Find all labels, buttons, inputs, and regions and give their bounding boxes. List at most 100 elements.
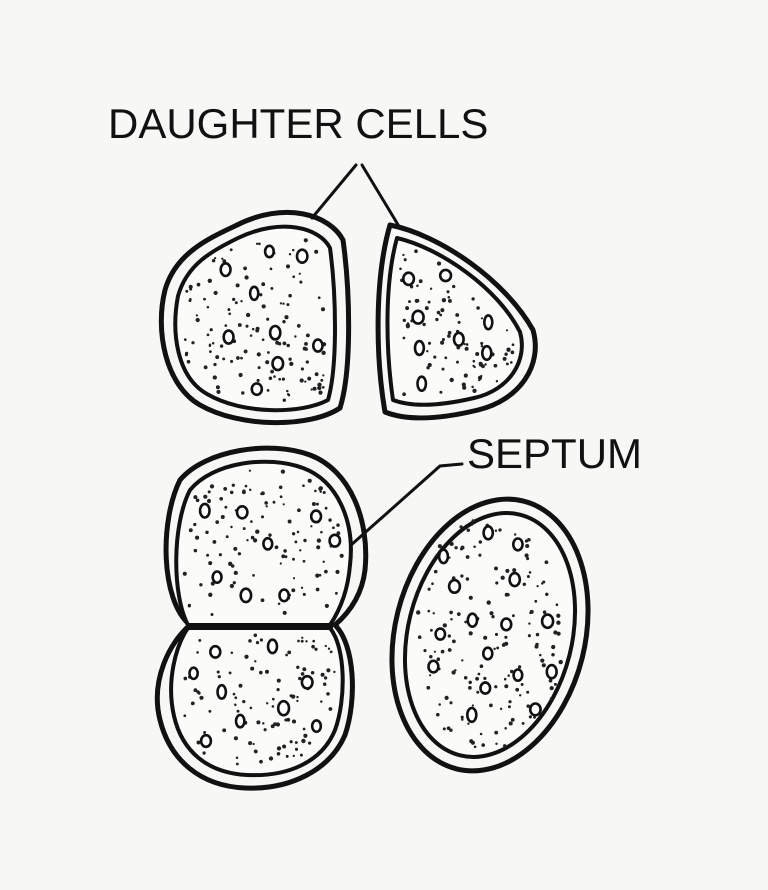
granule <box>298 676 302 681</box>
granule <box>312 386 317 391</box>
granule <box>289 361 294 367</box>
vacuole <box>480 344 493 362</box>
granule <box>193 548 198 553</box>
granule <box>507 674 510 677</box>
granule <box>307 376 312 381</box>
granule <box>320 530 323 534</box>
granule <box>524 553 529 558</box>
granule <box>291 719 297 724</box>
granule <box>234 703 237 706</box>
granule <box>480 374 483 378</box>
granule <box>188 528 193 533</box>
granule <box>287 650 292 655</box>
granule <box>446 290 450 294</box>
vacuoles <box>188 244 558 749</box>
granule <box>282 398 286 402</box>
granule <box>444 356 448 360</box>
granule <box>414 249 418 253</box>
granule <box>294 747 299 751</box>
granule <box>236 356 240 360</box>
granule <box>206 333 210 337</box>
granule <box>244 275 249 280</box>
granule <box>240 300 243 303</box>
granule <box>489 611 494 616</box>
granule <box>299 549 302 552</box>
vacuole <box>262 536 274 551</box>
vacuole <box>528 702 542 717</box>
granule <box>429 654 433 659</box>
granule <box>333 670 336 674</box>
granule <box>270 286 274 290</box>
granule <box>252 538 258 543</box>
granule <box>256 352 261 357</box>
granule <box>281 554 286 559</box>
granule <box>286 303 290 307</box>
granule <box>314 372 319 377</box>
granule <box>275 340 280 345</box>
granule <box>432 612 435 615</box>
granule <box>526 704 530 708</box>
granule <box>317 296 321 300</box>
granule <box>510 669 514 674</box>
granule <box>252 574 255 577</box>
granule <box>471 385 474 389</box>
granule <box>199 695 204 700</box>
granule <box>292 754 295 758</box>
vacuole <box>545 663 558 680</box>
granule <box>213 290 218 295</box>
granule <box>209 350 212 353</box>
granule <box>403 258 407 262</box>
granule <box>271 697 275 701</box>
granule <box>406 324 410 329</box>
granule <box>321 385 325 389</box>
granule <box>324 569 328 574</box>
granule <box>238 372 243 378</box>
granule <box>471 297 475 301</box>
granule <box>229 490 234 495</box>
granule <box>225 535 229 539</box>
granule <box>220 515 225 519</box>
granule <box>272 500 276 504</box>
granule <box>187 603 191 608</box>
granule <box>498 528 502 532</box>
granule <box>256 378 260 383</box>
granule <box>235 762 239 766</box>
granule <box>481 364 485 369</box>
granule <box>536 584 539 588</box>
granule <box>322 682 327 687</box>
granule <box>245 324 249 328</box>
granule <box>289 740 293 744</box>
granule <box>279 302 283 305</box>
granule <box>514 533 517 536</box>
granule <box>275 722 281 727</box>
granule <box>228 561 233 566</box>
granule <box>476 690 480 694</box>
granule <box>472 359 476 363</box>
granule <box>304 380 307 383</box>
granule <box>228 671 232 675</box>
granule <box>461 659 464 662</box>
granule <box>427 300 431 304</box>
vacuole <box>481 646 494 661</box>
granule <box>470 740 475 745</box>
granule <box>504 641 509 646</box>
granule <box>314 249 319 254</box>
granule <box>462 385 467 390</box>
granule <box>456 612 461 616</box>
granule <box>307 478 312 483</box>
granule <box>261 304 266 309</box>
granule <box>480 341 484 345</box>
granule <box>336 523 340 527</box>
granule <box>332 526 335 530</box>
granule <box>253 749 258 754</box>
granule <box>314 489 317 493</box>
vacuole <box>250 382 264 397</box>
granule <box>542 580 546 584</box>
granule <box>494 730 499 735</box>
granule <box>402 253 405 257</box>
granule <box>511 343 515 347</box>
granule <box>207 490 211 494</box>
daughter-cells-label: DAUGHTER CELLS <box>108 100 488 147</box>
granule <box>291 532 296 536</box>
